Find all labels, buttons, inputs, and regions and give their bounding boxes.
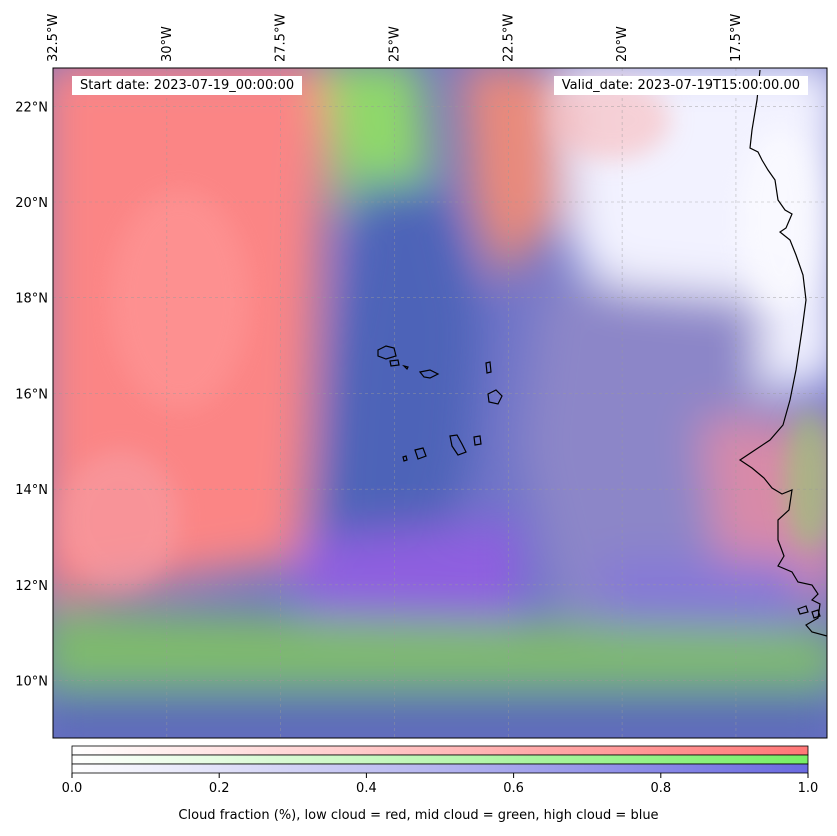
map-frame (52, 67, 828, 739)
lat-tick-label: 22°N (15, 100, 48, 115)
cape-verde-boavista (487, 389, 503, 405)
lat-tick-label: 16°N (15, 387, 48, 402)
lon-tick-label: 17.5°W (729, 14, 744, 62)
cape-verde-sao-vicente (389, 359, 400, 367)
cape-verde-sao-nicolau (418, 369, 440, 379)
lon-tick-label: 22.5°W (501, 14, 516, 62)
lon-tick-label: 20°W (615, 26, 630, 62)
lat-tick-label: 18°N (15, 292, 48, 307)
lon-tick-label: 30°W (160, 26, 175, 62)
cape-verde-santa-luzia (402, 364, 409, 371)
west-africa-coast (738, 69, 827, 637)
cape-verde-maio (473, 435, 482, 446)
cape-verde-brava (402, 455, 408, 462)
colorbar-tick-label: 0.4 (356, 781, 377, 796)
coastlines (377, 69, 827, 637)
colorbar-mid-cloud (71, 754, 809, 765)
start-date-label: Start date: 2023-07-19_00:00:00 (72, 76, 303, 95)
lon-tick-label: 27.5°W (274, 14, 289, 62)
colorbar-ticks: 0.0 0.2 0.4 0.6 0.8 1.0 (62, 773, 819, 796)
cape-verde-fogo (414, 447, 427, 460)
colorbar-tick-label: 0.6 (503, 781, 524, 796)
latitude-tick-labels: 22°N 20°N 18°N 16°N 14°N 12°N 10°N (15, 100, 48, 689)
lat-tick-label: 10°N (15, 675, 48, 690)
colorbar-low-cloud (71, 745, 809, 756)
colorbar-label: Cloud fraction (%), low cloud = red, mid… (178, 808, 659, 823)
lat-lon-gridlines (53, 68, 827, 738)
bijagos-islands (797, 605, 821, 619)
valid-date-label: Valid_date: 2023-07-19T15:00:00.00 (553, 76, 808, 95)
cloud-field (53, 68, 827, 738)
cape-verde-santiago (449, 434, 467, 456)
colorbar-tick-label: 0.2 (209, 781, 230, 796)
cape-verde-santo-antao (377, 345, 397, 360)
lat-tick-label: 20°N (15, 196, 48, 211)
lon-tick-label: 32.5°W (46, 14, 61, 62)
colorbar: 0.0 0.2 0.4 0.6 0.8 1.0 (62, 745, 819, 796)
colorbar-high-cloud (71, 763, 809, 774)
cape-verde-sal (485, 361, 492, 374)
lon-tick-label: 25°W (387, 26, 402, 62)
lat-tick-label: 14°N (15, 483, 48, 498)
colorbar-tick-label: 0.0 (62, 781, 83, 796)
lat-tick-label: 12°N (15, 579, 48, 594)
colorbar-tick-label: 1.0 (798, 781, 819, 796)
longitude-tick-labels: 32.5°W 30°W 27.5°W 25°W 22.5°W 20°W 17.5°W (46, 14, 744, 62)
colorbar-tick-label: 0.8 (650, 781, 671, 796)
